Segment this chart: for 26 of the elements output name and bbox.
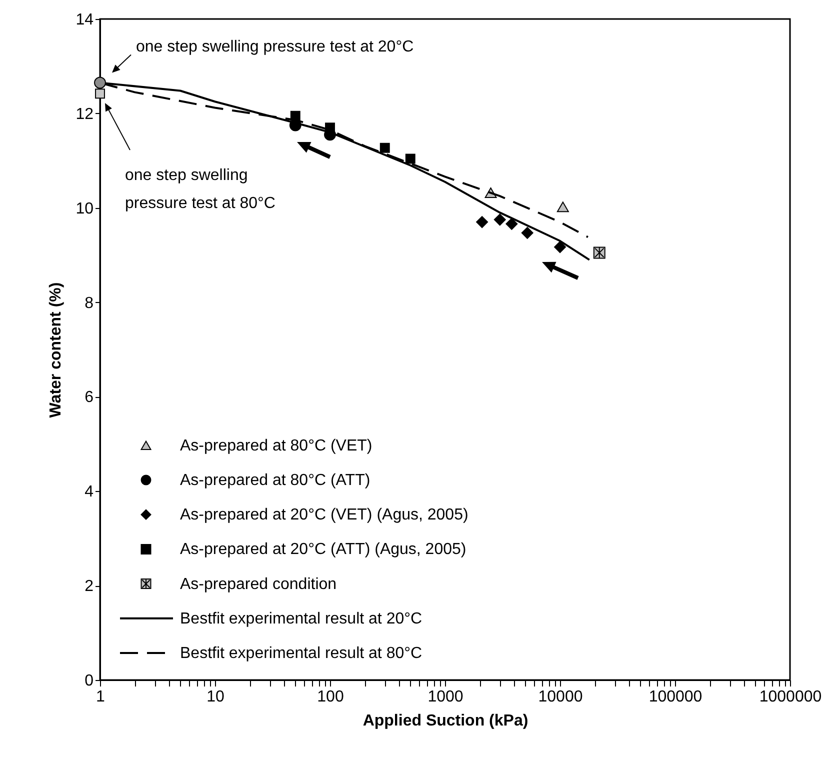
legend-label: As-prepared at 80°C (VET) [180, 437, 372, 454]
y-tick-label: 8 [84, 294, 94, 312]
legend-label: Bestfit experimental result at 20°C [180, 610, 422, 628]
legend-label: Bestfit experimental result at 80°C [180, 645, 422, 662]
x-tick-label: 1000 [428, 688, 464, 706]
y-tick-label: 14 [76, 12, 94, 28]
annotation: one step swelling pressure test at 80°C [125, 167, 276, 212]
y-tick-label: 6 [84, 389, 94, 406]
y-tick-label: 10 [76, 200, 94, 218]
y-axis-title: Water content (%) [48, 282, 65, 418]
y-tick-label: 12 [76, 106, 94, 123]
annotation: one step swelling pressure test at 20°C [136, 38, 414, 56]
legend-label: As-prepared at 20°C (ATT) (Agus, 2005) [180, 541, 466, 558]
x-tick-label: 10 [206, 688, 224, 706]
legend-label: As-prepared at 20°C (VET) (Agus, 2005) [180, 506, 468, 524]
x-tick-label: 1 [96, 688, 106, 706]
x-tick-label: 10000 [538, 688, 583, 706]
y-tick-label: 0 [84, 672, 94, 690]
y-tick-label: 4 [84, 484, 94, 501]
x-axis-title: Applied Suction (kPa) [362, 712, 528, 730]
legend-label: As-prepared condition [180, 576, 337, 593]
x-tick-label: 100000 [648, 688, 702, 706]
y-tick-label: 2 [84, 578, 94, 596]
x-tick-label: 1000000 [759, 688, 822, 706]
legend-label: As-prepared at 80°C (ATT) [180, 472, 370, 489]
x-tick-label: 100 [317, 688, 344, 706]
